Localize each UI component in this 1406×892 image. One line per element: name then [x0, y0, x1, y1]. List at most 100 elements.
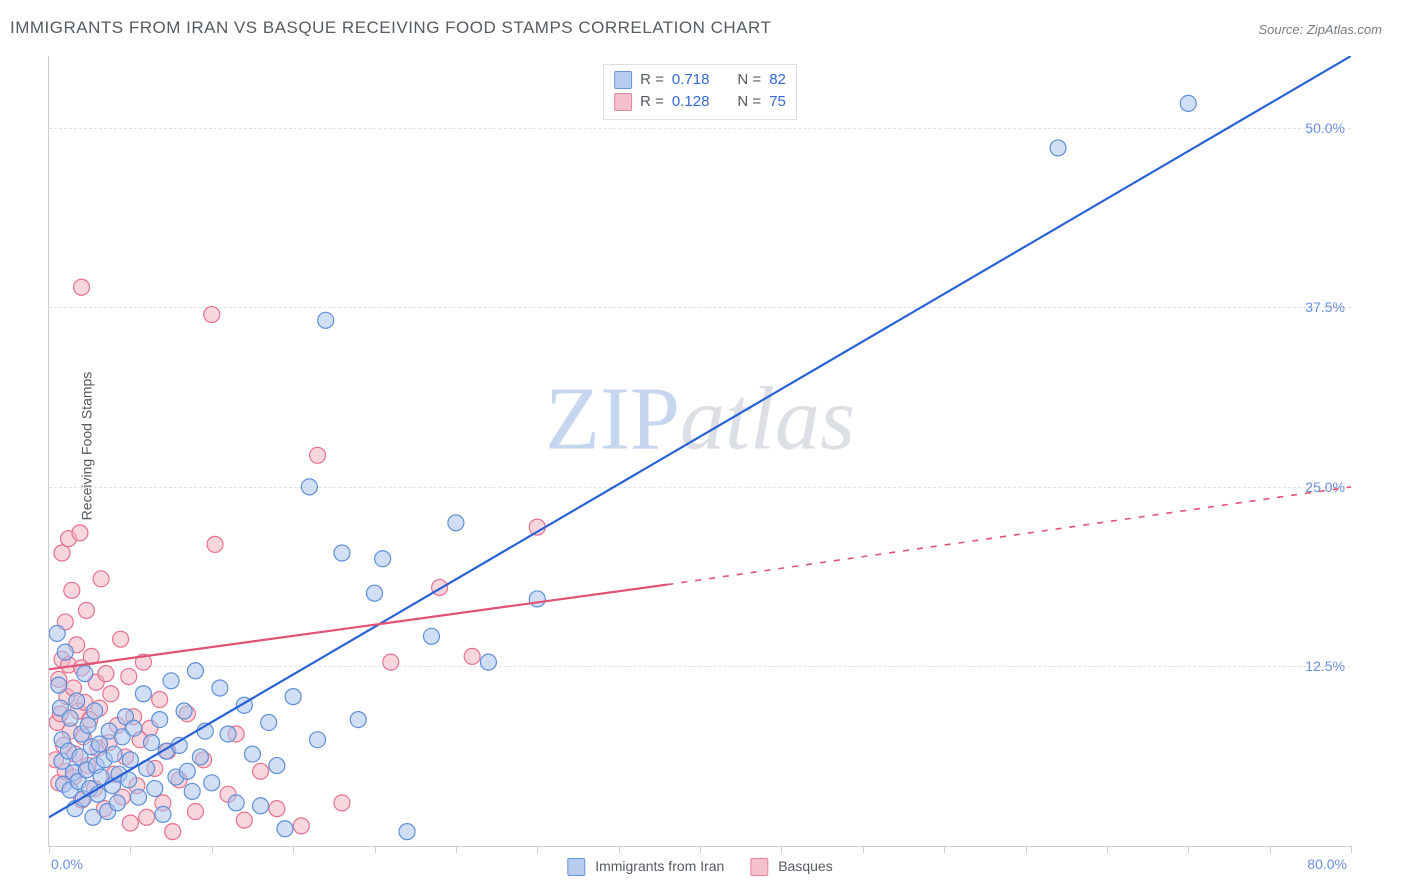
basque-point [253, 763, 269, 779]
xtick-mark [1188, 846, 1189, 853]
iran-point [179, 763, 195, 779]
iran-point [187, 663, 203, 679]
iran-point [135, 686, 151, 702]
xtick-mark [537, 846, 538, 853]
xtick-mark [700, 846, 701, 853]
basque-point [74, 279, 90, 295]
basque-point [269, 801, 285, 817]
iran-point [69, 693, 85, 709]
legend-swatch-basque [614, 93, 632, 111]
iran-point [1050, 140, 1066, 156]
basque-point [334, 795, 350, 811]
xtick-mark [944, 846, 945, 853]
iran-point [51, 677, 67, 693]
basque-point [383, 654, 399, 670]
source-attribution: Source: ZipAtlas.com [1258, 22, 1382, 37]
iran-point [80, 717, 96, 733]
legend-row-basque: R = 0.128 N = 75 [614, 91, 786, 113]
legend-r-label-iran: R = [640, 69, 664, 91]
trendline-basque-solid [49, 585, 667, 670]
xtick-mark [863, 846, 864, 853]
trendline-iran [49, 56, 1351, 817]
iran-point [1180, 95, 1196, 111]
basque-point [93, 571, 109, 587]
xtick-mark [456, 846, 457, 853]
basque-point [64, 582, 80, 598]
iran-point [253, 798, 269, 814]
basque-point [54, 545, 70, 561]
iran-point [184, 783, 200, 799]
basque-point [139, 809, 155, 825]
iran-point [87, 703, 103, 719]
iran-point [367, 585, 383, 601]
xtick-mark [781, 846, 782, 853]
basque-point [236, 812, 252, 828]
xtick-mark [1270, 846, 1271, 853]
basque-point [293, 818, 309, 834]
iran-point [480, 654, 496, 670]
iran-point [126, 720, 142, 736]
iran-point [147, 781, 163, 797]
basque-point [78, 602, 94, 618]
plot-area: ZIPatlas 12.5% 25.0% 37.5% 50.0% 0.0% 80… [48, 56, 1351, 847]
iran-point [131, 789, 147, 805]
iran-point [155, 806, 171, 822]
iran-point [350, 712, 366, 728]
iran-point [176, 703, 192, 719]
iran-point [57, 644, 73, 660]
basque-point [72, 525, 88, 541]
legend-n-label-iran: N = [737, 69, 761, 91]
xtick-mark [1026, 846, 1027, 853]
basque-point [187, 804, 203, 820]
basque-point [165, 824, 181, 840]
iran-point [106, 746, 122, 762]
xtick-mark [49, 846, 50, 853]
iran-point [285, 689, 301, 705]
basque-point [113, 631, 129, 647]
iran-point [448, 515, 464, 531]
legend-item-basque: Basques [750, 858, 832, 876]
source-name: ZipAtlas.com [1307, 22, 1382, 37]
iran-point [220, 726, 236, 742]
legend-n-label-basque: N = [737, 91, 761, 113]
scatter-svg [49, 56, 1351, 846]
xtick-mark [1107, 846, 1108, 853]
legend-r-label-basque: R = [640, 91, 664, 113]
legend-item-iran: Immigrants from Iran [567, 858, 724, 876]
basque-point [122, 815, 138, 831]
xtick-mark [293, 846, 294, 853]
legend-n-value-basque: 75 [769, 91, 786, 113]
basque-point [464, 648, 480, 664]
iran-point [423, 628, 439, 644]
xtick-max: 80.0% [1307, 856, 1347, 872]
iran-point [109, 795, 125, 811]
iran-point [277, 821, 293, 837]
basque-point [152, 691, 168, 707]
iran-point [310, 732, 326, 748]
iran-point [269, 758, 285, 774]
iran-point [49, 625, 65, 641]
xtick-mark [1351, 846, 1352, 853]
basque-point [310, 447, 326, 463]
iran-point [334, 545, 350, 561]
xtick-mark [212, 846, 213, 853]
iran-point [152, 712, 168, 728]
iran-point [62, 710, 78, 726]
legend-label-iran: Immigrants from Iran [595, 858, 724, 874]
iran-point [212, 680, 228, 696]
iran-point [144, 735, 160, 751]
iran-point [318, 312, 334, 328]
iran-point [244, 746, 260, 762]
xtick-origin: 0.0% [51, 856, 83, 872]
iran-point [228, 795, 244, 811]
xtick-mark [130, 846, 131, 853]
basque-point [204, 307, 220, 323]
iran-point [261, 714, 277, 730]
chart-title: IMMIGRANTS FROM IRAN VS BASQUE RECEIVING… [10, 18, 771, 38]
iran-point [399, 824, 415, 840]
legend-correlation-box: R = 0.718 N = 82 R = 0.128 N = 75 [603, 64, 797, 120]
legend-r-value-basque: 0.128 [672, 91, 710, 113]
iran-point [163, 673, 179, 689]
iran-point [204, 775, 220, 791]
basque-point [98, 666, 114, 682]
